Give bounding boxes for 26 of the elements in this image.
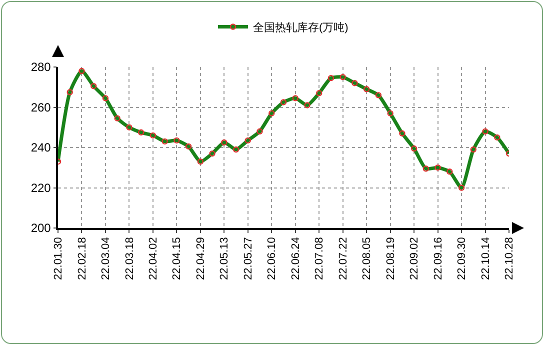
y-tick-label: 240 <box>30 140 52 155</box>
y-tick-label: 200 <box>30 221 52 236</box>
x-tick-label: 22.06.24 <box>290 237 302 280</box>
x-tick-label: 22.07.08 <box>314 237 326 280</box>
x-tick-label: 22.04.29 <box>194 237 207 280</box>
y-tick-label: 280 <box>30 60 52 74</box>
x-tick-label: 22.10.28 <box>504 237 516 280</box>
x-tick-label: 22.05.13 <box>218 237 231 280</box>
x-tick-label: 22.09.16 <box>432 237 444 280</box>
x-tick-label: 22.02.18 <box>76 237 88 280</box>
y-tick-label: 260 <box>30 100 52 114</box>
x-tick-label: 22.09.30 <box>456 237 468 280</box>
x-tick-label: 22.04.15 <box>171 237 184 280</box>
x-tick-label: 22.07.22 <box>337 237 350 280</box>
x-tick-label: 22.05.27 <box>242 237 254 280</box>
x-tick-label: 22.08.05 <box>361 237 374 280</box>
x-tick-label: 22.10.14 <box>480 237 492 280</box>
x-tick-label: 22.03.18 <box>124 237 136 280</box>
legend-label: 全国热轧库存(万吨) <box>253 21 348 34</box>
x-tick-label: 22.01.30 <box>52 237 65 280</box>
x-tick-label: 22.04.02 <box>148 237 160 280</box>
x-tick-label: 22.08.19 <box>384 237 397 280</box>
y-tick-label: 220 <box>30 180 52 195</box>
x-tick-label: 22.06.10 <box>266 237 278 280</box>
x-tick-label: 22.03.04 <box>100 237 112 280</box>
x-tick-label: 22.09.02 <box>408 237 421 280</box>
